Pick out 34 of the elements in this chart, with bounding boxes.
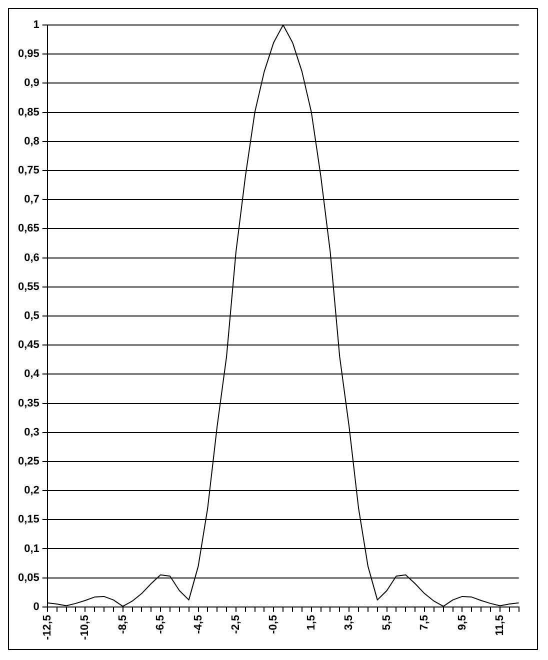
- y-tick-label: 0,9: [24, 77, 40, 90]
- y-tick-label: 0,55: [18, 280, 40, 293]
- y-tick-label: 0,15: [18, 514, 40, 526]
- y-tick-label: 0,25: [18, 455, 40, 468]
- x-tick-label: -0,5: [268, 614, 280, 634]
- y-tick-label: 0,3: [24, 426, 40, 438]
- y-tick-label: 0,4: [24, 368, 40, 380]
- y-tick-label: 0,75: [18, 164, 40, 177]
- x-tick-label: -12,5: [41, 614, 54, 640]
- x-tick-label: 5,5: [380, 614, 393, 630]
- y-tick-label: 0,45: [18, 339, 40, 352]
- y-tick-label: 0,65: [18, 222, 40, 235]
- x-tick-label: -2,5: [230, 614, 242, 634]
- y-tick-label: 0,8: [24, 135, 40, 148]
- y-tick-label: 1: [33, 19, 40, 32]
- x-tick-label: 7,5: [418, 614, 431, 630]
- x-tick-label: 9,5: [456, 614, 468, 630]
- y-tick-label: 0,1: [24, 542, 40, 555]
- y-tick-label: 0: [33, 600, 40, 613]
- x-tick-label: -4,5: [192, 614, 204, 634]
- x-tick-label: 3,5: [343, 614, 356, 630]
- x-tick-label: -8,5: [116, 614, 129, 634]
- x-tick-label: 11,5: [494, 614, 506, 636]
- x-tick-label: -10,5: [79, 614, 92, 640]
- x-tick-label: 1,5: [305, 614, 318, 630]
- y-tick-label: 0,95: [18, 48, 40, 60]
- y-tick-label: 0,35: [18, 397, 40, 410]
- y-tick-label: 0,7: [24, 194, 40, 206]
- y-tick-label: 0,85: [18, 106, 40, 118]
- y-tick-label: 0,5: [24, 310, 40, 322]
- y-tick-label: 0,05: [18, 572, 40, 584]
- x-tick-label: -6,5: [154, 614, 167, 634]
- y-tick-label: 0,6: [24, 252, 40, 264]
- y-tick-label: 0,2: [24, 484, 40, 497]
